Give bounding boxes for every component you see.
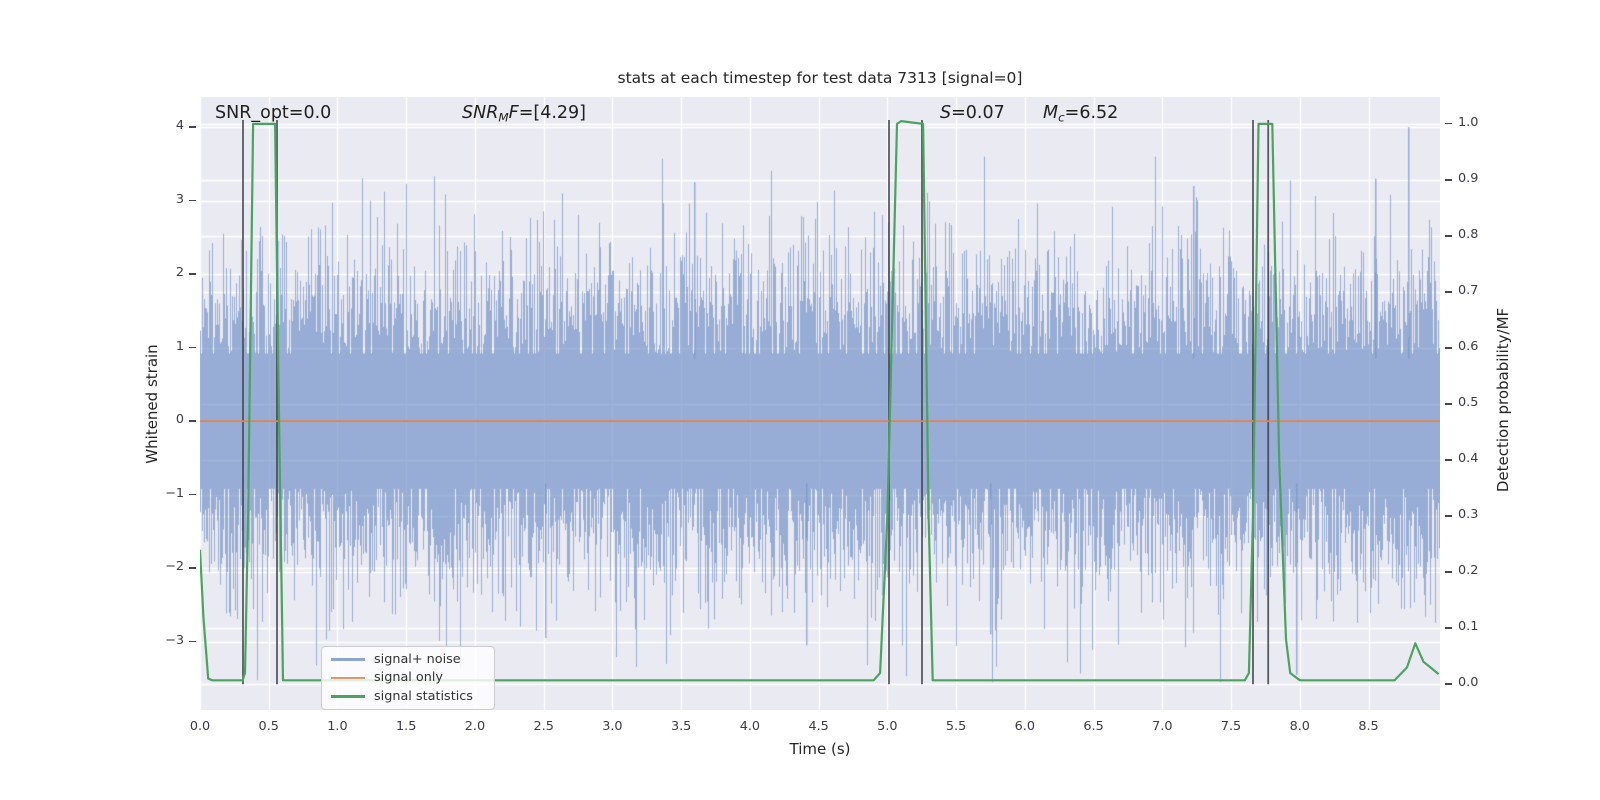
x-tick-label: 7.5 [1220, 719, 1242, 734]
y-left-tick-label: 2 [175, 265, 184, 281]
tick-mark [1445, 234, 1452, 237]
tick-mark [1445, 290, 1452, 293]
tick-mark [1445, 403, 1452, 405]
y-left-tick-label: 0 [175, 412, 184, 428]
x-tick-label: 5.0 [877, 719, 898, 734]
y-right-tick-label: 0.5 [1458, 395, 1479, 411]
x-tick-label: 3.0 [602, 719, 623, 734]
legend-line-swatch [331, 695, 365, 698]
tick-mark [1445, 683, 1452, 685]
y-left-tick-label: 1 [175, 338, 184, 354]
legend-item-label: signal statistics [374, 689, 473, 705]
tick-mark [1445, 122, 1452, 125]
y-right-tick-label: 1.0 [1458, 114, 1479, 130]
y-right-tick-label: 0.0 [1458, 675, 1479, 691]
x-tick-label: 8.5 [1358, 719, 1379, 734]
y-right-tick-label: 0.6 [1458, 339, 1479, 355]
x-tick-label: 7.0 [1152, 719, 1173, 734]
tick-mark [189, 126, 196, 128]
legend-item: signal statistics [322, 689, 494, 704]
x-tick-label: 0.5 [258, 719, 279, 734]
legend-item: signal+ noise [322, 652, 494, 667]
y-left-tick-label: −3 [165, 632, 184, 648]
right-axis-label: Detection probability/MF [1494, 307, 1512, 493]
legend: signal+ noise signal only signal statistic… [321, 646, 495, 710]
tick-mark [1445, 347, 1452, 349]
legend-line-swatch [331, 676, 365, 680]
y-left-tick-label: 4 [175, 118, 184, 134]
stat-annotation: SNR_opt=0.0 [215, 103, 332, 123]
legend-item-label: signal only [374, 670, 443, 686]
tick-mark [1445, 627, 1452, 629]
tick-mark [1445, 178, 1452, 181]
x-tick-label: 6.0 [1014, 719, 1035, 734]
x-tick-label: 1.0 [327, 719, 348, 734]
y-right-tick-label: 0.9 [1458, 170, 1479, 186]
x-tick-label: 8.0 [1289, 719, 1310, 734]
x-tick-label: 3.5 [670, 719, 692, 734]
x-tick-label: 0.0 [189, 719, 211, 734]
y-right-tick-label: 0.8 [1458, 226, 1479, 242]
stat-annotation: S=0.07 [940, 103, 1005, 123]
x-tick-label: 4.5 [808, 719, 829, 734]
noise-and-grid-layer [200, 97, 1440, 710]
chart-title: stats at each timestep for test data 731… [617, 69, 1023, 87]
y-left-tick-label: −2 [165, 559, 184, 575]
legend-line-swatch [331, 658, 365, 661]
stat-annotation: Mc=6.52 [1043, 103, 1119, 125]
y-right-tick-label: 0.7 [1458, 282, 1479, 298]
tick-mark [189, 199, 196, 202]
y-left-tick-label: 3 [175, 191, 184, 207]
signal-statistics-line [200, 120, 1440, 682]
legend-item: signal only [322, 670, 494, 685]
tick-mark [189, 346, 196, 349]
data-overlay [200, 120, 1440, 685]
tick-mark [189, 273, 196, 275]
plot-area: SNR_opt=0.0 SNRMF=[4.29] S=0.07 Mc=6.52 sig… [200, 97, 1440, 710]
y-right-tick-label: 0.2 [1458, 563, 1479, 579]
tick-mark [189, 640, 196, 643]
y-right-tick-label: 0.4 [1458, 451, 1479, 467]
tick-mark [189, 493, 196, 496]
x-tick-label: 4.0 [739, 719, 761, 734]
x-tick-label: 6.5 [1083, 719, 1104, 734]
tick-mark [1445, 515, 1452, 517]
x-tick-label: 2.5 [533, 719, 554, 734]
left-axis-label: Whitened strain [143, 344, 161, 464]
y-left-tick-label: −1 [165, 485, 184, 501]
tick-mark [1445, 571, 1452, 573]
y-right-tick-label: 0.3 [1458, 507, 1479, 523]
legend-item-label: signal+ noise [374, 651, 461, 667]
x-tick-label: 1.5 [396, 719, 417, 734]
x-tick-label: 2.0 [464, 719, 486, 734]
x-axis-label: Time (s) [789, 740, 851, 758]
tick-mark [189, 420, 196, 422]
tick-mark [1445, 459, 1452, 461]
tick-mark [189, 567, 196, 569]
stat-annotation: SNRMF=[4.29] [462, 103, 586, 125]
x-tick-label: 5.5 [945, 719, 967, 734]
y-right-tick-label: 0.1 [1458, 619, 1479, 635]
